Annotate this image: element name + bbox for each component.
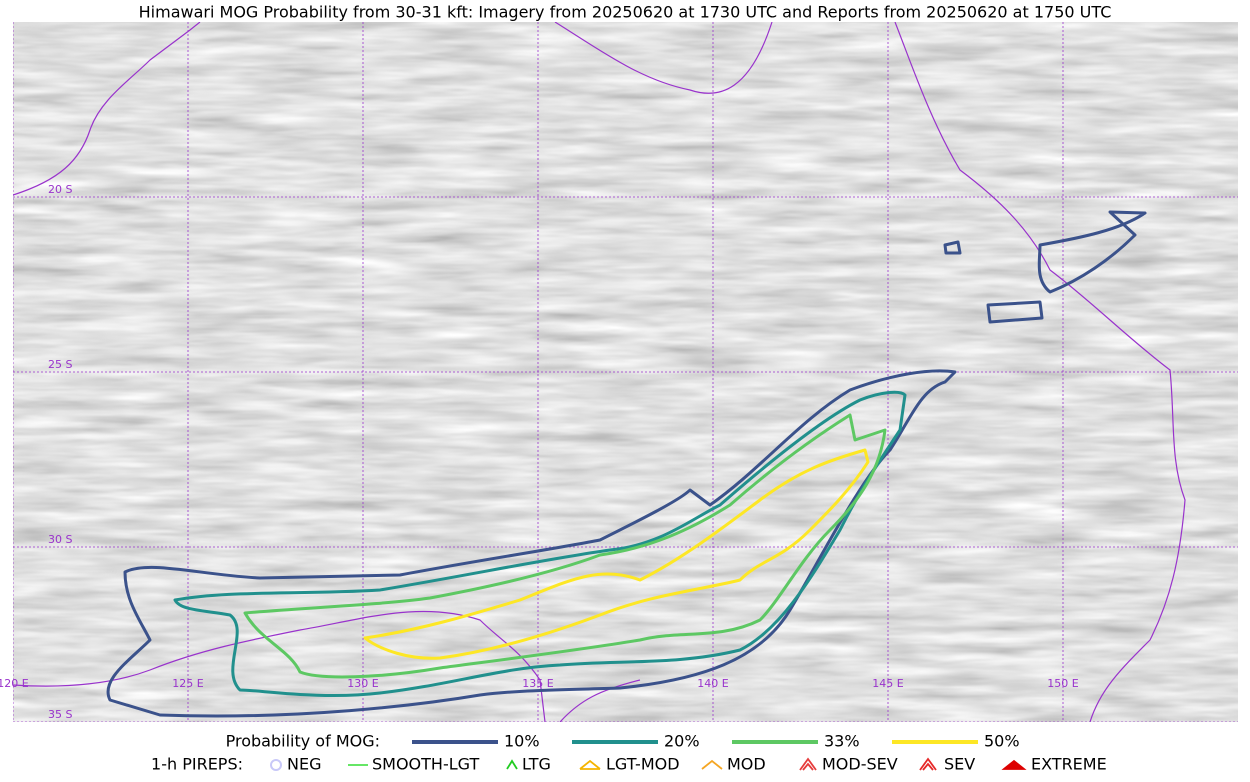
- longitude-label: 150 E: [1047, 677, 1078, 690]
- pirep-icon: [919, 757, 937, 771]
- probability-legend-label: Probability of MOG:: [226, 732, 380, 751]
- pirep-label: MOD: [727, 755, 766, 774]
- legend-label: 20%: [664, 732, 700, 751]
- geo-labels: 20 S 25 S 30 S 35 S 120 E 125 E 130 E 135 E 140 …: [0, 183, 1079, 721]
- legend-label: 10%: [504, 732, 540, 751]
- legend-label: 33%: [824, 732, 860, 751]
- pirep-icon: [1001, 759, 1027, 770]
- latitude-label: 25 S: [48, 358, 72, 371]
- map: [13, 22, 1238, 722]
- coastlines: [13, 22, 1186, 722]
- longitude-label: 145 E: [872, 677, 903, 690]
- title: Himawari MOG Probability from 30-31 kft:…: [139, 3, 1112, 22]
- pirep-legend-label: 1-h PIREPS:: [151, 755, 243, 774]
- longitude-label: 130 E: [347, 677, 378, 690]
- longitude-label: 120 E: [0, 677, 29, 690]
- longitude-label: 135 E: [522, 677, 553, 690]
- longitude-label: 125 E: [172, 677, 203, 690]
- contour: [243, 413, 887, 679]
- pirep-label: NEG: [287, 755, 321, 774]
- pirep-label: EXTREME: [1031, 755, 1107, 774]
- contours: [106, 210, 1147, 718]
- pirep-label: LGT-MOD: [606, 755, 680, 774]
- contour: [173, 390, 907, 697]
- longitude-label: 140 E: [697, 677, 728, 690]
- pirep-icon: [799, 757, 817, 771]
- contour: [1037, 210, 1147, 294]
- latitude-label: 30 S: [48, 533, 72, 546]
- pirep-icon: [579, 759, 601, 770]
- pirep-icon: [701, 759, 723, 770]
- legend: Probability of MOG: 1-h PIREPS: 10% 20% 33…: [151, 732, 1107, 774]
- latitude-label: 35 S: [48, 708, 72, 721]
- pirep-label: SMOOTH-LGT: [372, 755, 479, 774]
- contour: [106, 369, 957, 718]
- pirep-icon: [270, 759, 282, 771]
- pirep-label: SEV: [944, 755, 975, 774]
- legend-label: 50%: [984, 732, 1020, 751]
- contour: [986, 300, 1044, 324]
- contour: [363, 448, 870, 660]
- pirep-label: MOD-SEV: [822, 755, 898, 774]
- contour: [943, 240, 962, 255]
- pirep-label: LTG: [522, 755, 551, 774]
- latitude-label: 20 S: [48, 183, 72, 196]
- pirep-icon: [506, 759, 518, 770]
- graticule: [13, 22, 1238, 722]
